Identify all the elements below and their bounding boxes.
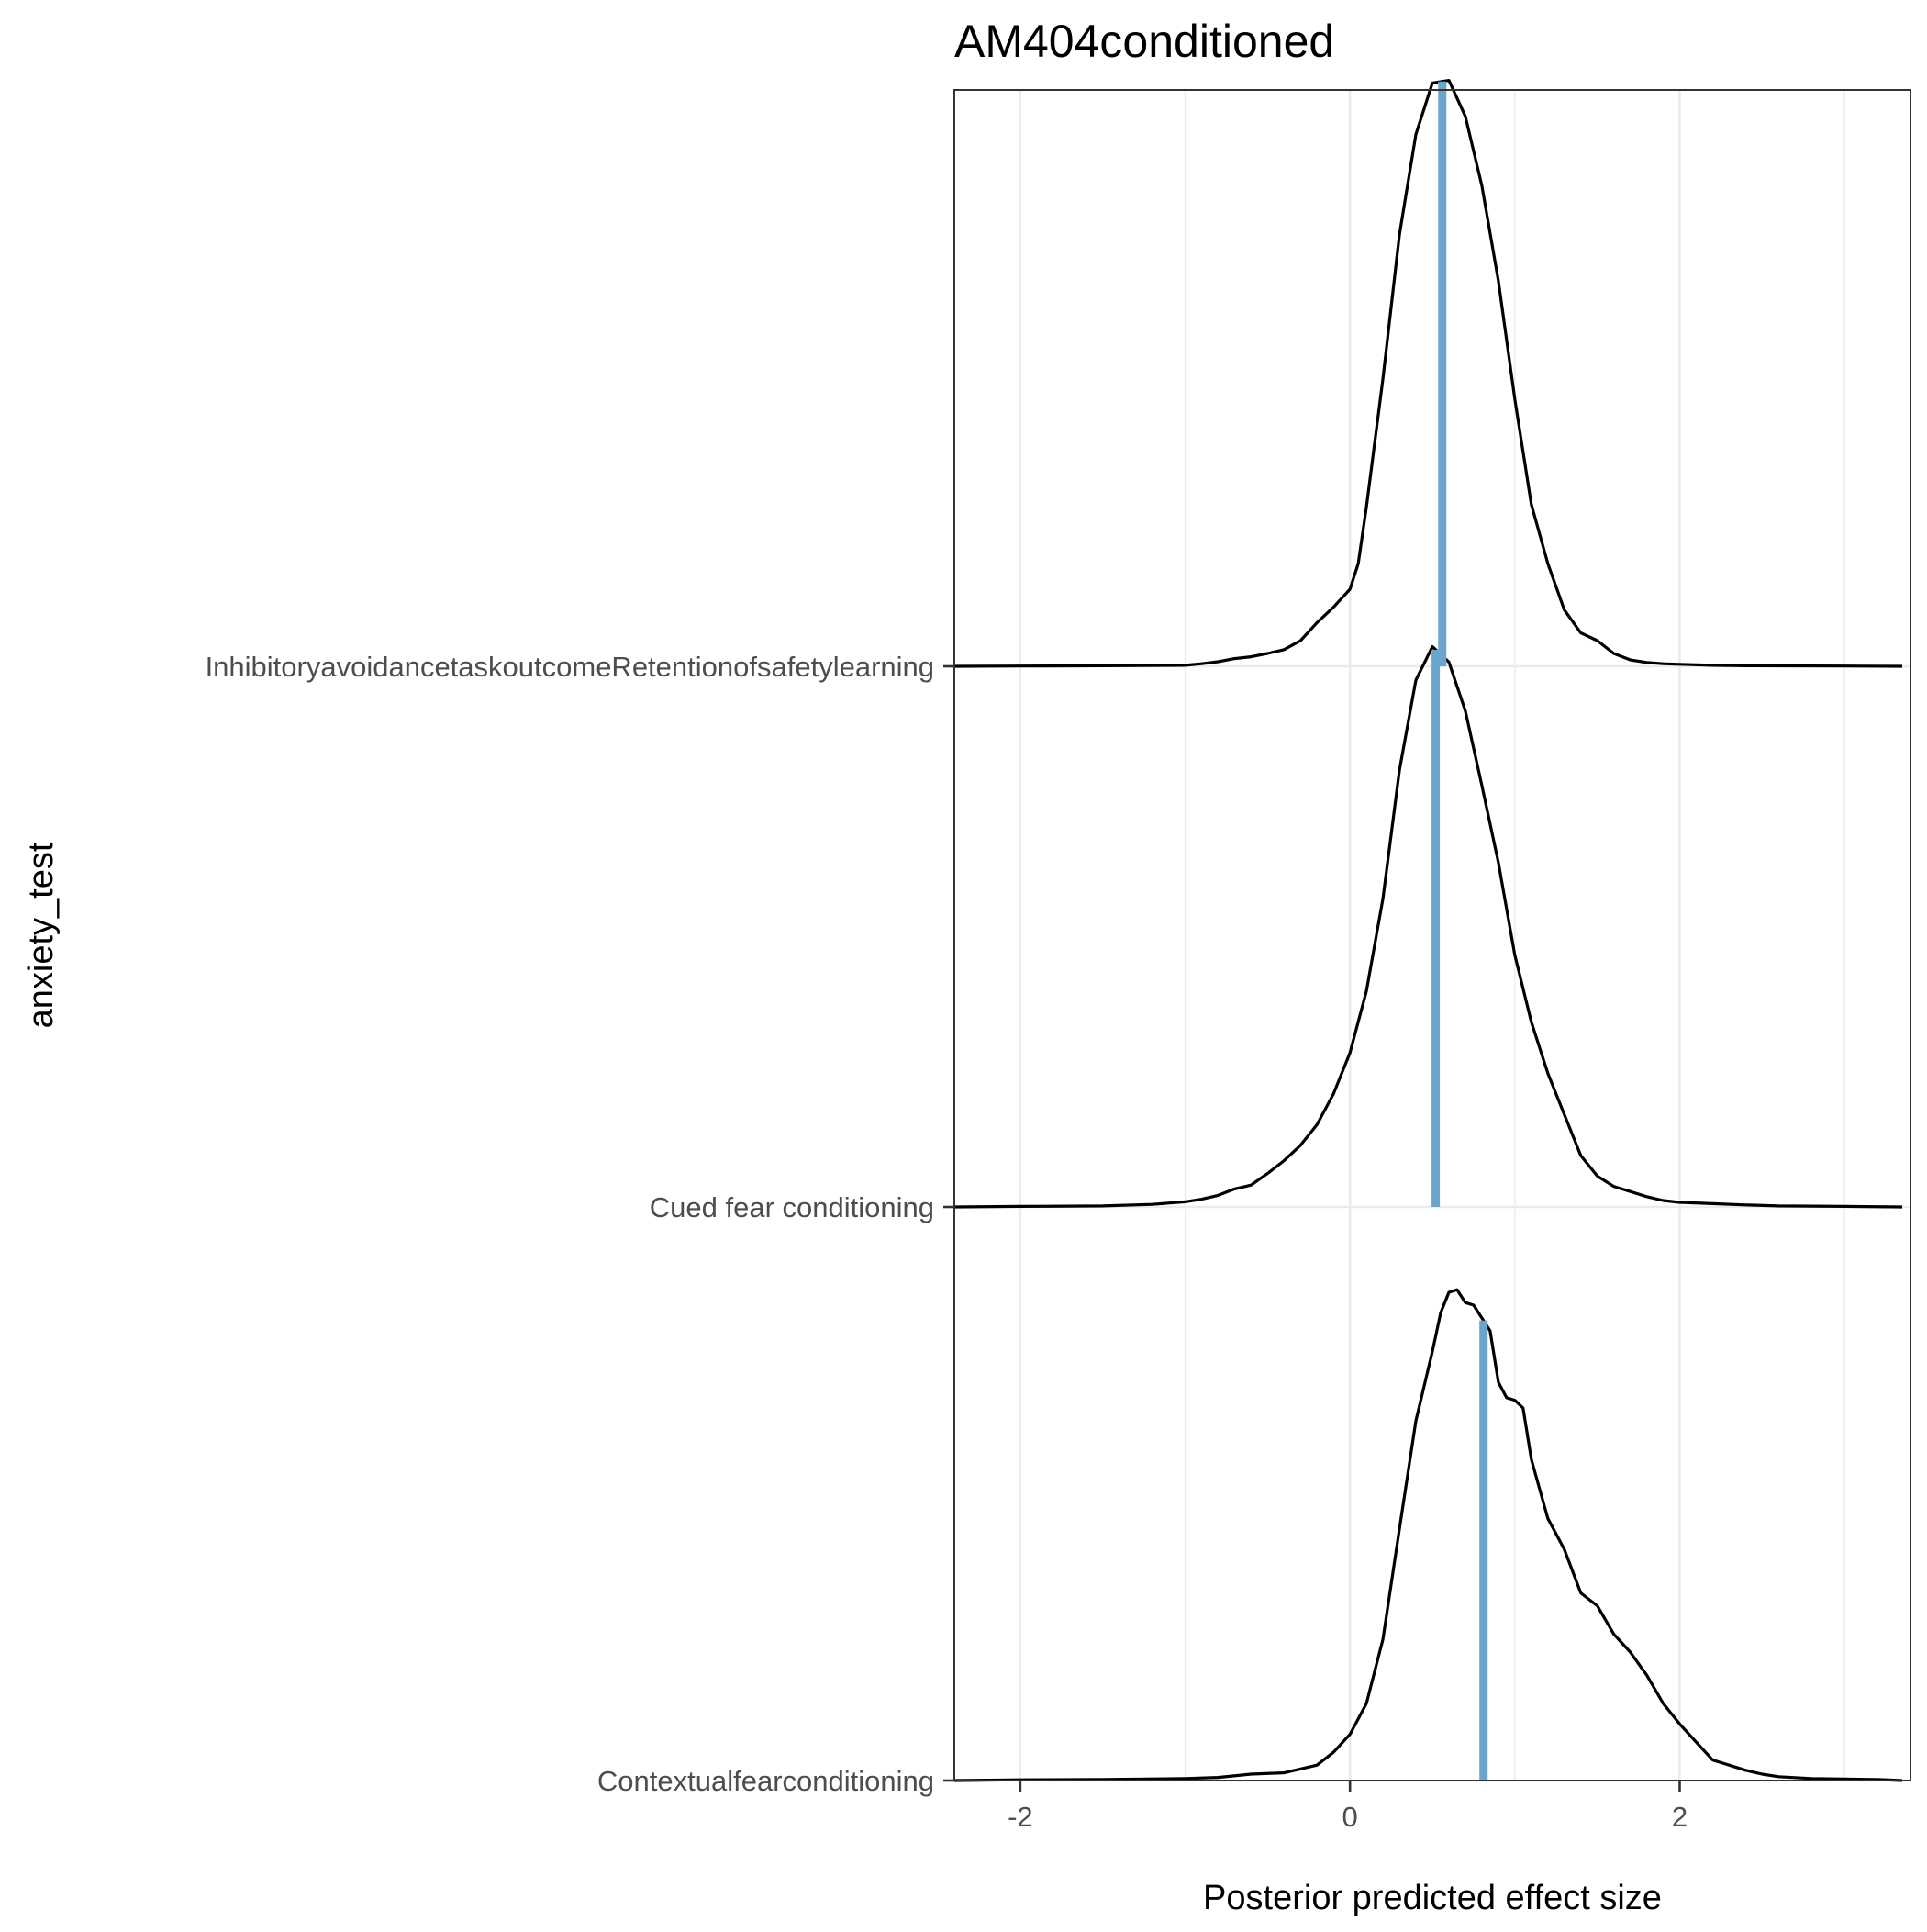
median-layer [1431,81,1488,1781]
chart-title: AM404conditioned [954,16,1334,67]
x-tick-label-0: -2 [1008,1801,1033,1833]
y-tick-label-1: Cued fear conditioning [650,1191,934,1223]
panel-border [953,89,1911,1781]
ridge-layer [953,79,1903,1782]
axis-layer: -2 0 2 Contextualfearconditioning Cued fear … [206,651,1688,1833]
x-tick-label-2: 2 [1672,1801,1688,1833]
y-axis-title: anxiety_test [22,842,61,1028]
x-axis-title: Posterior predicted effect size [1203,1879,1662,1917]
x-tick-label-1: 0 [1342,1801,1358,1833]
density-ridge-0 [953,1288,1903,1782]
density-ridge-2 [953,79,1903,668]
y-tick-label-2: InhibitoryavoidancetaskoutcomeRetentiono… [206,651,934,683]
density-ridge-1 [953,645,1903,1209]
y-tick-label-0: Contextualfearconditioning [597,1765,934,1797]
